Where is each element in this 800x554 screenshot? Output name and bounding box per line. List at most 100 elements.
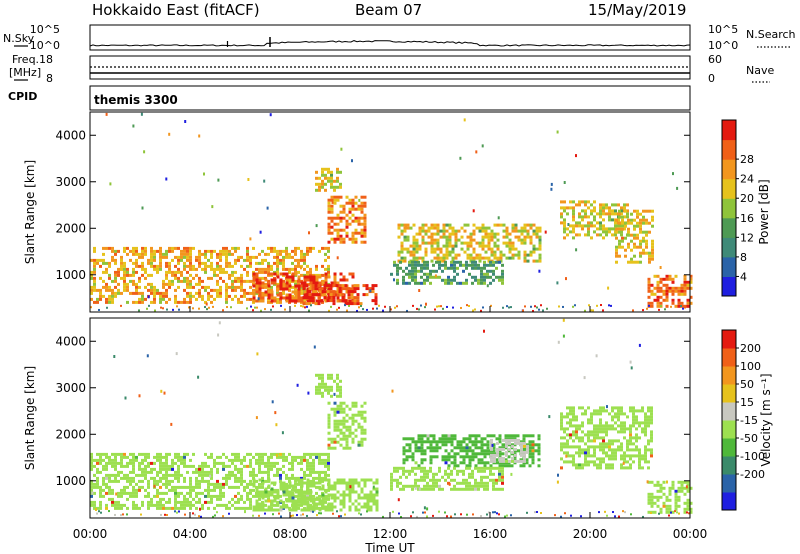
range-time-cell: [624, 224, 627, 228]
range-time-cell: [581, 439, 584, 443]
range-time-cell: [599, 430, 602, 434]
range-time-cell: [441, 278, 444, 282]
range-time-cell: [605, 421, 608, 425]
range-time-cell: [234, 270, 237, 274]
ground-cell: [336, 510, 338, 513]
range-time-cell: [231, 461, 234, 465]
range-time-cell: [614, 439, 617, 443]
range-time-cell: [617, 448, 620, 452]
range-time-cell: [523, 223, 527, 227]
range-time-cell: [439, 250, 443, 254]
range-time-cell: [108, 288, 111, 292]
range-time-cell: [132, 488, 135, 492]
range-time-cell: [297, 499, 301, 503]
range-time-cell: [439, 256, 443, 260]
range-time-cell: [572, 227, 575, 231]
range-time-cell: [210, 267, 213, 271]
range-time-cell: [639, 227, 642, 231]
range-time-cell: [282, 484, 286, 488]
range-time-cell: [477, 461, 481, 465]
range-time-cell: [207, 485, 210, 489]
ground-cell: [412, 511, 414, 514]
range-time-cell: [335, 284, 339, 288]
range-time-cell: [638, 454, 641, 458]
range-time-cell: [120, 276, 123, 280]
range-time-cell: [435, 478, 438, 482]
noise-cell: [565, 277, 567, 281]
range-time-cell: [327, 264, 330, 268]
range-time-cell: [532, 244, 536, 248]
ground-cell: [588, 304, 590, 307]
range-time-cell: [327, 458, 330, 462]
range-time-cell: [150, 476, 153, 480]
range-time-cell: [204, 267, 207, 271]
range-time-cell: [261, 493, 265, 497]
range-time-cell: [315, 373, 318, 377]
range-time-cell: [412, 244, 416, 248]
range-time-cell: [102, 270, 105, 274]
range-time-cell: [360, 228, 364, 232]
range-time-cell: [638, 466, 641, 470]
ground-cell: [536, 510, 538, 513]
range-time-cell: [456, 266, 459, 270]
range-time-cell: [309, 275, 313, 279]
range-time-cell: [453, 452, 457, 456]
range-time-cell: [234, 285, 237, 289]
range-time-cell: [324, 476, 327, 480]
range-time-cell: [210, 470, 213, 474]
range-time-cell: [156, 500, 159, 504]
range-time-cell: [636, 209, 639, 213]
range-time-cell: [144, 494, 147, 498]
range-time-cell: [354, 240, 358, 244]
range-time-cell: [180, 255, 183, 259]
range-time-cell: [525, 434, 529, 438]
range-time-cell: [252, 255, 255, 259]
range-time-cell: [450, 434, 454, 438]
range-time-cell: [429, 440, 433, 444]
range-time-cell: [641, 406, 644, 410]
range-time-cell: [273, 276, 276, 280]
range-time-cell: [412, 250, 416, 254]
range-time-cell: [165, 479, 168, 483]
range-time-cell: [584, 209, 587, 213]
ground-cell: [418, 308, 420, 311]
range-time-cell: [353, 299, 357, 303]
range-time-cell: [258, 284, 262, 288]
range-time-cell: [123, 491, 126, 495]
range-time-cell: [420, 275, 423, 279]
range-time-cell: [327, 176, 330, 180]
range-time-cell: [608, 448, 611, 452]
range-time-cell: [602, 206, 605, 210]
range-time-cell: [162, 491, 165, 495]
range-time-cell: [480, 446, 484, 450]
range-time-cell: [126, 282, 129, 286]
range-time-cell: [306, 297, 309, 301]
range-time-cell: [680, 480, 684, 484]
range-time-cell: [477, 281, 480, 285]
range-time-cell: [114, 464, 117, 468]
range-time-cell: [587, 451, 590, 455]
range-time-cell: [436, 226, 440, 230]
range-time-cell: [327, 487, 331, 491]
range-time-cell: [189, 300, 192, 304]
ground-cell: [376, 307, 378, 310]
range-time-cell: [584, 457, 587, 461]
range-time-cell: [354, 231, 358, 235]
range-time-cell: [456, 443, 460, 447]
range-time-cell: [587, 227, 590, 231]
range-time-cell: [638, 460, 641, 464]
range-time-cell: [108, 261, 111, 265]
range-time-cell: [575, 233, 578, 237]
range-time-cell: [436, 229, 440, 233]
range-time-cell: [318, 487, 322, 491]
range-time-cell: [602, 457, 605, 461]
range-time-cell: [563, 445, 566, 449]
range-time-cell: [357, 425, 361, 429]
range-time-cell: [126, 252, 129, 256]
range-time-cell: [327, 422, 331, 426]
range-time-cell: [336, 299, 340, 303]
range-time-cell: [159, 479, 162, 483]
range-time-cell: [225, 503, 228, 507]
range-time-cell: [677, 292, 681, 296]
range-time-cell: [481, 244, 485, 248]
